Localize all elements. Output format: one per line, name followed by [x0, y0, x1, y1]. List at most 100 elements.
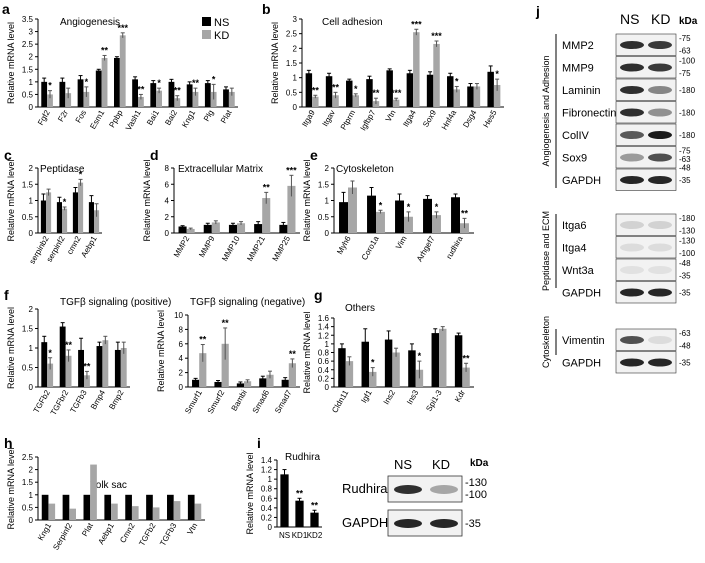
- bar-g-Kdr-KD: [462, 367, 470, 387]
- chart-title: Yolk sac: [90, 480, 127, 491]
- blot-strip: [615, 168, 677, 191]
- x-tick-label: Kng1: [180, 108, 197, 129]
- x-tick-label: MMP21: [245, 234, 267, 263]
- significance-label: **: [332, 82, 340, 92]
- bar-h-Plat-KD: [90, 464, 97, 520]
- blot-row-label: Wnt3a: [562, 265, 595, 277]
- x-tick-label: rudhira: [444, 234, 465, 261]
- bar-f-Bmp2-NS: [114, 349, 121, 387]
- y-tick-label: 1.5: [22, 65, 34, 74]
- bar-h-TGFb3-NS: [167, 494, 174, 520]
- significance-label: *: [354, 84, 358, 94]
- band-kd: [648, 41, 672, 49]
- panel-letter: g: [314, 287, 323, 303]
- kda-marker: -48: [679, 259, 691, 268]
- x-tick-label: TGFb3: [68, 388, 89, 415]
- x-tick-label: Itga4: [401, 108, 418, 128]
- blot-strip: [615, 213, 677, 236]
- y-tick-label: 0: [325, 229, 330, 238]
- x-tick-label: Serpinf2: [51, 521, 74, 552]
- significance-label: *: [371, 358, 375, 368]
- kda-marker: -35: [679, 289, 691, 298]
- blot-strip: [615, 328, 677, 351]
- legend-label-kd: KD: [214, 30, 229, 42]
- y-tick-label: 2: [165, 213, 170, 222]
- bar-b-Ptprm-NS: [346, 80, 353, 107]
- bar-b-Dsg4-KD: [473, 86, 481, 107]
- y-tick-label: 0.5: [318, 213, 330, 222]
- significance-label: **: [463, 353, 471, 363]
- y-tick-label: 0: [293, 103, 298, 112]
- blot-row-label: GAPDH: [562, 358, 601, 370]
- chart-title: Cytoskeleton: [336, 164, 394, 175]
- band-ns: [620, 243, 644, 252]
- y-tick-label: 1: [29, 78, 34, 87]
- bar-a-Fos-NS: [77, 79, 84, 107]
- significance-label: **: [174, 86, 182, 96]
- x-tick-label: Kng1: [36, 521, 53, 542]
- y-tick-label: 1.4: [318, 323, 330, 332]
- chart-panel-d: d Extracellular Matrix Relative mRNA level…: [142, 147, 300, 263]
- bar-b-Ptprm-KD: [352, 95, 359, 107]
- x-tick-label: Ppbp: [107, 108, 124, 129]
- bar-f2-Smad6-KD: [266, 374, 274, 387]
- significance-label: ***: [391, 88, 402, 98]
- bar-d-MMP21-NS: [254, 224, 263, 233]
- y-tick-label: 2: [179, 369, 184, 378]
- significance-label: **: [311, 500, 319, 510]
- bar-c-serpinf2-KD: [62, 208, 68, 233]
- x-tick-label: Ins3: [405, 388, 421, 406]
- x-tick-label: Itgav: [321, 109, 337, 129]
- y-tick-label: 10: [174, 311, 183, 320]
- bar-b-Hes5-NS: [487, 71, 494, 107]
- kda-header: kDa: [679, 16, 698, 27]
- x-tick-label: Aebp1: [79, 234, 99, 259]
- y-tick-label: 2: [29, 466, 34, 475]
- y-tick-label: 1: [29, 491, 34, 500]
- bar-h-TGFb3-KD: [173, 501, 181, 520]
- western-blot-i: NS KD kDa Rudhira -130-100 GAPDH -35: [342, 457, 489, 537]
- legend-swatch-kd: [202, 30, 211, 39]
- bar-a-Ppbp-KD: [119, 35, 126, 107]
- band-ns: [620, 41, 644, 49]
- y-tick-label: 0: [29, 516, 34, 525]
- y-tick-label: 8: [179, 325, 184, 334]
- y-axis-label: Relative mRNA level: [6, 447, 16, 529]
- bar-f2-Bambi-NS: [236, 383, 244, 387]
- panel-letter: b: [262, 1, 271, 17]
- bar-g-Ins2-NS: [384, 339, 393, 387]
- y-tick-label: 0: [29, 383, 34, 392]
- band-kd: [648, 86, 672, 94]
- legend-label-ns: NS: [214, 17, 229, 29]
- x-tick-label: TGFbr2: [49, 388, 71, 417]
- x-tick-label: Plat: [80, 521, 95, 538]
- chart-title: Angiogenesis: [60, 17, 120, 28]
- kda-marker: -35: [679, 271, 691, 280]
- group-label: Peptidase and ECM: [541, 211, 551, 291]
- y-tick-label: 0.8: [318, 349, 330, 358]
- significance-label: **: [289, 349, 297, 359]
- band-kd: [648, 108, 672, 117]
- significance-label: **: [192, 78, 200, 88]
- y-axis-label: Relative mRNA level: [302, 159, 312, 241]
- x-tick-label: Fgf2: [36, 108, 52, 127]
- bar-a-Plat-NS: [223, 89, 229, 107]
- chart-title: Cell adhesion: [322, 17, 383, 28]
- significance-label: **: [199, 335, 207, 345]
- blot-row-label: Itga6: [562, 220, 586, 232]
- x-tick-label: Ins2: [382, 388, 398, 406]
- chart-title: Peptidase: [40, 164, 85, 175]
- blot-strip: [615, 123, 677, 146]
- chart-panel-e: e Cytoskeleton Relative mRNA level 0 0.5 1 1.5…: [302, 147, 474, 263]
- bar-i-NS-series: [280, 474, 289, 527]
- band-kd: [648, 243, 672, 252]
- significance-label: **: [372, 88, 380, 98]
- bar-f-Bmp4-KD: [102, 340, 109, 387]
- band-kd: [648, 336, 672, 344]
- panel-letter: a: [2, 1, 10, 17]
- bar-e-Myh6-KD: [348, 187, 357, 233]
- band-ns: [620, 176, 644, 184]
- y-tick-label: 6: [179, 340, 184, 349]
- band-kd: [648, 176, 672, 184]
